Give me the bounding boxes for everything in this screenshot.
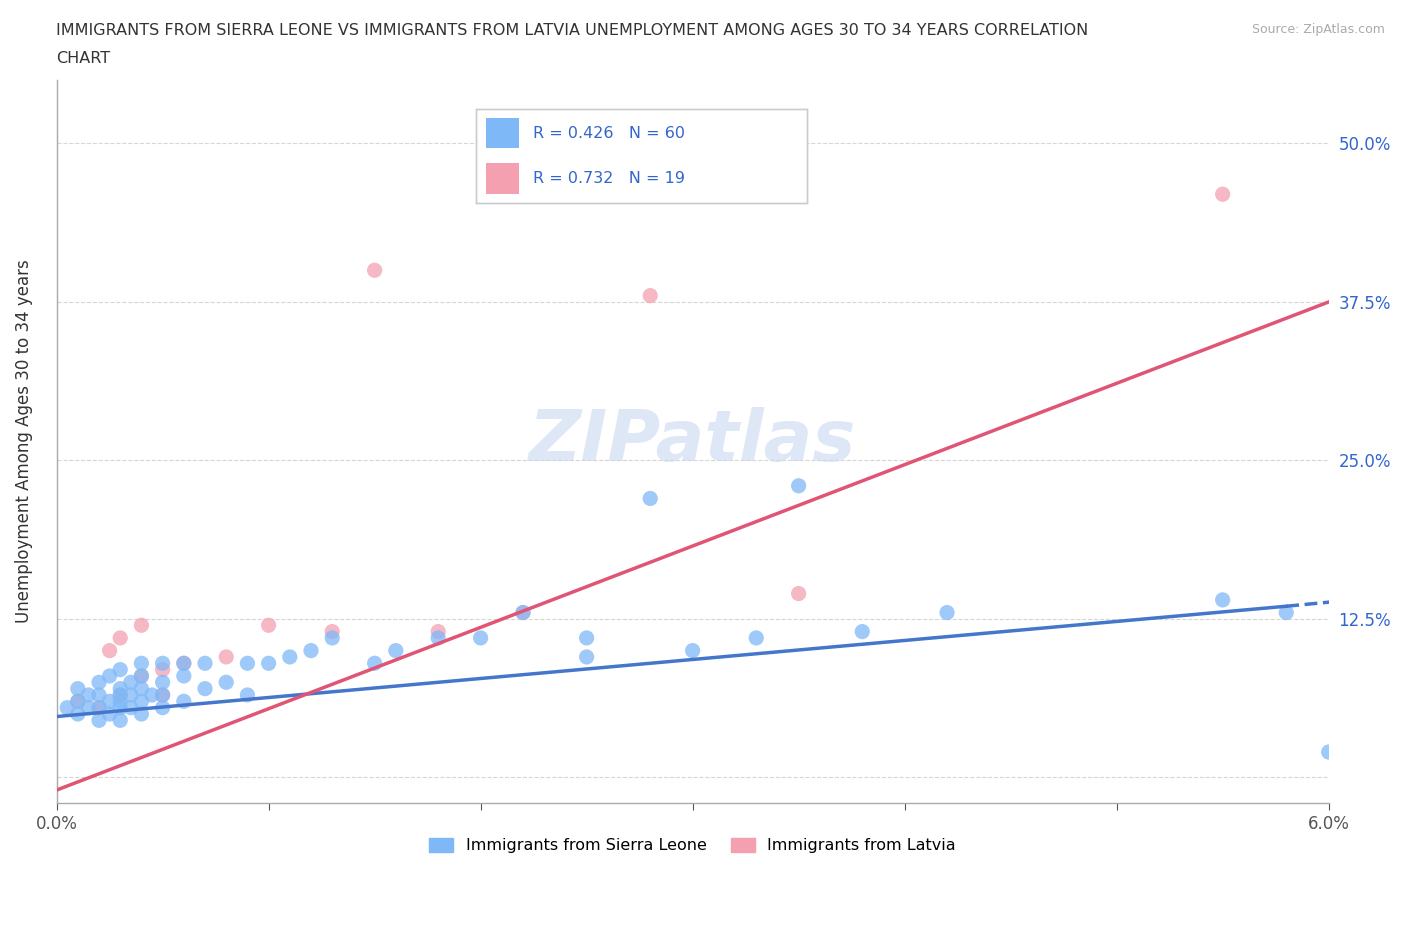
Point xyxy=(851,624,873,639)
Point xyxy=(575,631,598,645)
Text: CHART: CHART xyxy=(56,51,110,66)
Point xyxy=(87,713,110,728)
Point xyxy=(512,605,534,620)
Point xyxy=(638,491,661,506)
Point xyxy=(77,700,100,715)
Point xyxy=(236,687,259,702)
Point xyxy=(131,694,153,709)
Point xyxy=(110,687,132,702)
Point xyxy=(110,681,132,696)
Point xyxy=(363,656,385,671)
Point xyxy=(427,624,450,639)
Text: IMMIGRANTS FROM SIERRA LEONE VS IMMIGRANTS FROM LATVIA UNEMPLOYMENT AMONG AGES 3: IMMIGRANTS FROM SIERRA LEONE VS IMMIGRAN… xyxy=(56,23,1088,38)
Point xyxy=(120,700,142,715)
Point xyxy=(385,644,408,658)
Point xyxy=(98,707,121,722)
Point xyxy=(110,694,132,709)
Point xyxy=(173,669,195,684)
Point xyxy=(87,700,110,715)
Point xyxy=(1317,745,1340,760)
Point xyxy=(427,631,450,645)
Point xyxy=(110,713,132,728)
Point xyxy=(131,618,153,632)
Point xyxy=(257,656,280,671)
Point xyxy=(120,675,142,690)
Point xyxy=(87,700,110,715)
Point xyxy=(575,649,598,664)
Point xyxy=(787,586,810,601)
Point xyxy=(194,681,217,696)
Point xyxy=(1275,605,1298,620)
Point xyxy=(87,675,110,690)
Point xyxy=(98,694,121,709)
Point xyxy=(173,694,195,709)
Y-axis label: Unemployment Among Ages 30 to 34 years: Unemployment Among Ages 30 to 34 years xyxy=(15,259,32,623)
Point xyxy=(194,656,217,671)
Point xyxy=(173,656,195,671)
Point xyxy=(110,700,132,715)
Point xyxy=(66,707,89,722)
Legend: Immigrants from Sierra Leone, Immigrants from Latvia: Immigrants from Sierra Leone, Immigrants… xyxy=(423,831,963,860)
Point xyxy=(321,624,343,639)
Point xyxy=(152,700,174,715)
Point xyxy=(321,631,343,645)
Point xyxy=(1212,187,1234,202)
Point xyxy=(110,662,132,677)
Point xyxy=(141,687,163,702)
Point xyxy=(682,644,704,658)
Point xyxy=(236,656,259,671)
Point xyxy=(152,687,174,702)
Point xyxy=(1212,592,1234,607)
Point xyxy=(936,605,959,620)
Point xyxy=(98,669,121,684)
Point xyxy=(131,669,153,684)
Point xyxy=(87,687,110,702)
Point xyxy=(512,605,534,620)
Point xyxy=(152,656,174,671)
Point xyxy=(787,478,810,493)
Point xyxy=(77,687,100,702)
Point xyxy=(152,675,174,690)
Point xyxy=(152,687,174,702)
Point xyxy=(299,644,322,658)
Point xyxy=(215,675,238,690)
Point xyxy=(66,681,89,696)
Point xyxy=(98,644,121,658)
Point xyxy=(56,700,79,715)
Point xyxy=(638,288,661,303)
Point xyxy=(470,631,492,645)
Point xyxy=(363,263,385,278)
Point xyxy=(120,687,142,702)
Point xyxy=(173,656,195,671)
Text: Source: ZipAtlas.com: Source: ZipAtlas.com xyxy=(1251,23,1385,36)
Point xyxy=(66,694,89,709)
Point xyxy=(745,631,768,645)
Point xyxy=(131,669,153,684)
Point xyxy=(110,687,132,702)
Point xyxy=(131,656,153,671)
Point xyxy=(278,649,301,664)
Point xyxy=(110,631,132,645)
Point xyxy=(152,662,174,677)
Point xyxy=(131,707,153,722)
Point xyxy=(131,681,153,696)
Point xyxy=(66,694,89,709)
Text: ZIPatlas: ZIPatlas xyxy=(529,407,856,476)
Point xyxy=(215,649,238,664)
Point xyxy=(257,618,280,632)
